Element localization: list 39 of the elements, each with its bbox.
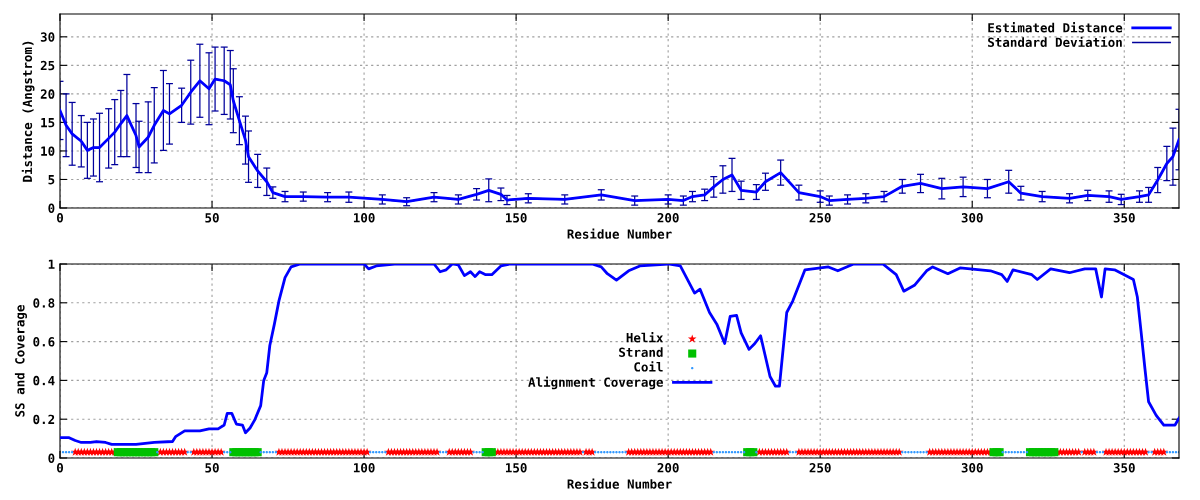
legend-label: Estimated Distance [988, 22, 1123, 33]
x-tick-label: 250 [809, 213, 831, 223]
y-tick-label: 0 [48, 203, 55, 213]
legend-label: Coil [634, 361, 663, 372]
y-tick-label: 0.6 [33, 337, 55, 347]
x-tick-label: 200 [657, 463, 679, 473]
y-tick-label: 15 [41, 118, 55, 128]
y-axis-title: Distance (Angstrom) [21, 41, 35, 182]
x-tick-label: 350 [1113, 213, 1135, 223]
y-tick-label: 10 [41, 146, 55, 156]
x-tick-label: 300 [961, 213, 983, 223]
x-tick-label: 50 [205, 213, 219, 223]
y-tick-label: 0.4 [33, 375, 55, 386]
x-tick-label: 0 [56, 463, 64, 473]
x-axis-title: Residue Number [567, 478, 672, 489]
y-tick-label: 1 [48, 259, 55, 269]
x-tick-label: 50 [205, 463, 219, 473]
y-tick-label: 20 [40, 89, 55, 99]
x-tick-label: 150 [505, 463, 527, 473]
x-tick-label: 300 [961, 463, 983, 473]
x-tick-label: 200 [657, 213, 679, 223]
y-axis-title: SS and Coverage [14, 305, 27, 417]
x-tick-label: 350 [1113, 463, 1135, 473]
x-axis-title: Residue Number [567, 228, 672, 239]
y-tick-label: 30 [40, 32, 55, 42]
y-tick-label: 0.8 [33, 298, 55, 308]
legend-label: Standard Deviation [988, 36, 1122, 48]
x-tick-label: 100 [353, 213, 375, 223]
x-tick-label: 250 [809, 463, 831, 473]
x-tick-label: 150 [505, 213, 527, 223]
y-tick-label: 25 [40, 60, 55, 71]
legend-label: Alignment Coverage [528, 376, 663, 390]
y-tick-label: 0 [48, 453, 55, 463]
y-tick-label: 5 [48, 175, 55, 185]
legend-label: Helix [626, 332, 664, 343]
y-tick-label: 0.2 [33, 414, 55, 425]
x-tick-label: 100 [353, 463, 375, 473]
x-tick-label: 0 [56, 213, 64, 223]
legend-label: Strand [619, 347, 663, 357]
